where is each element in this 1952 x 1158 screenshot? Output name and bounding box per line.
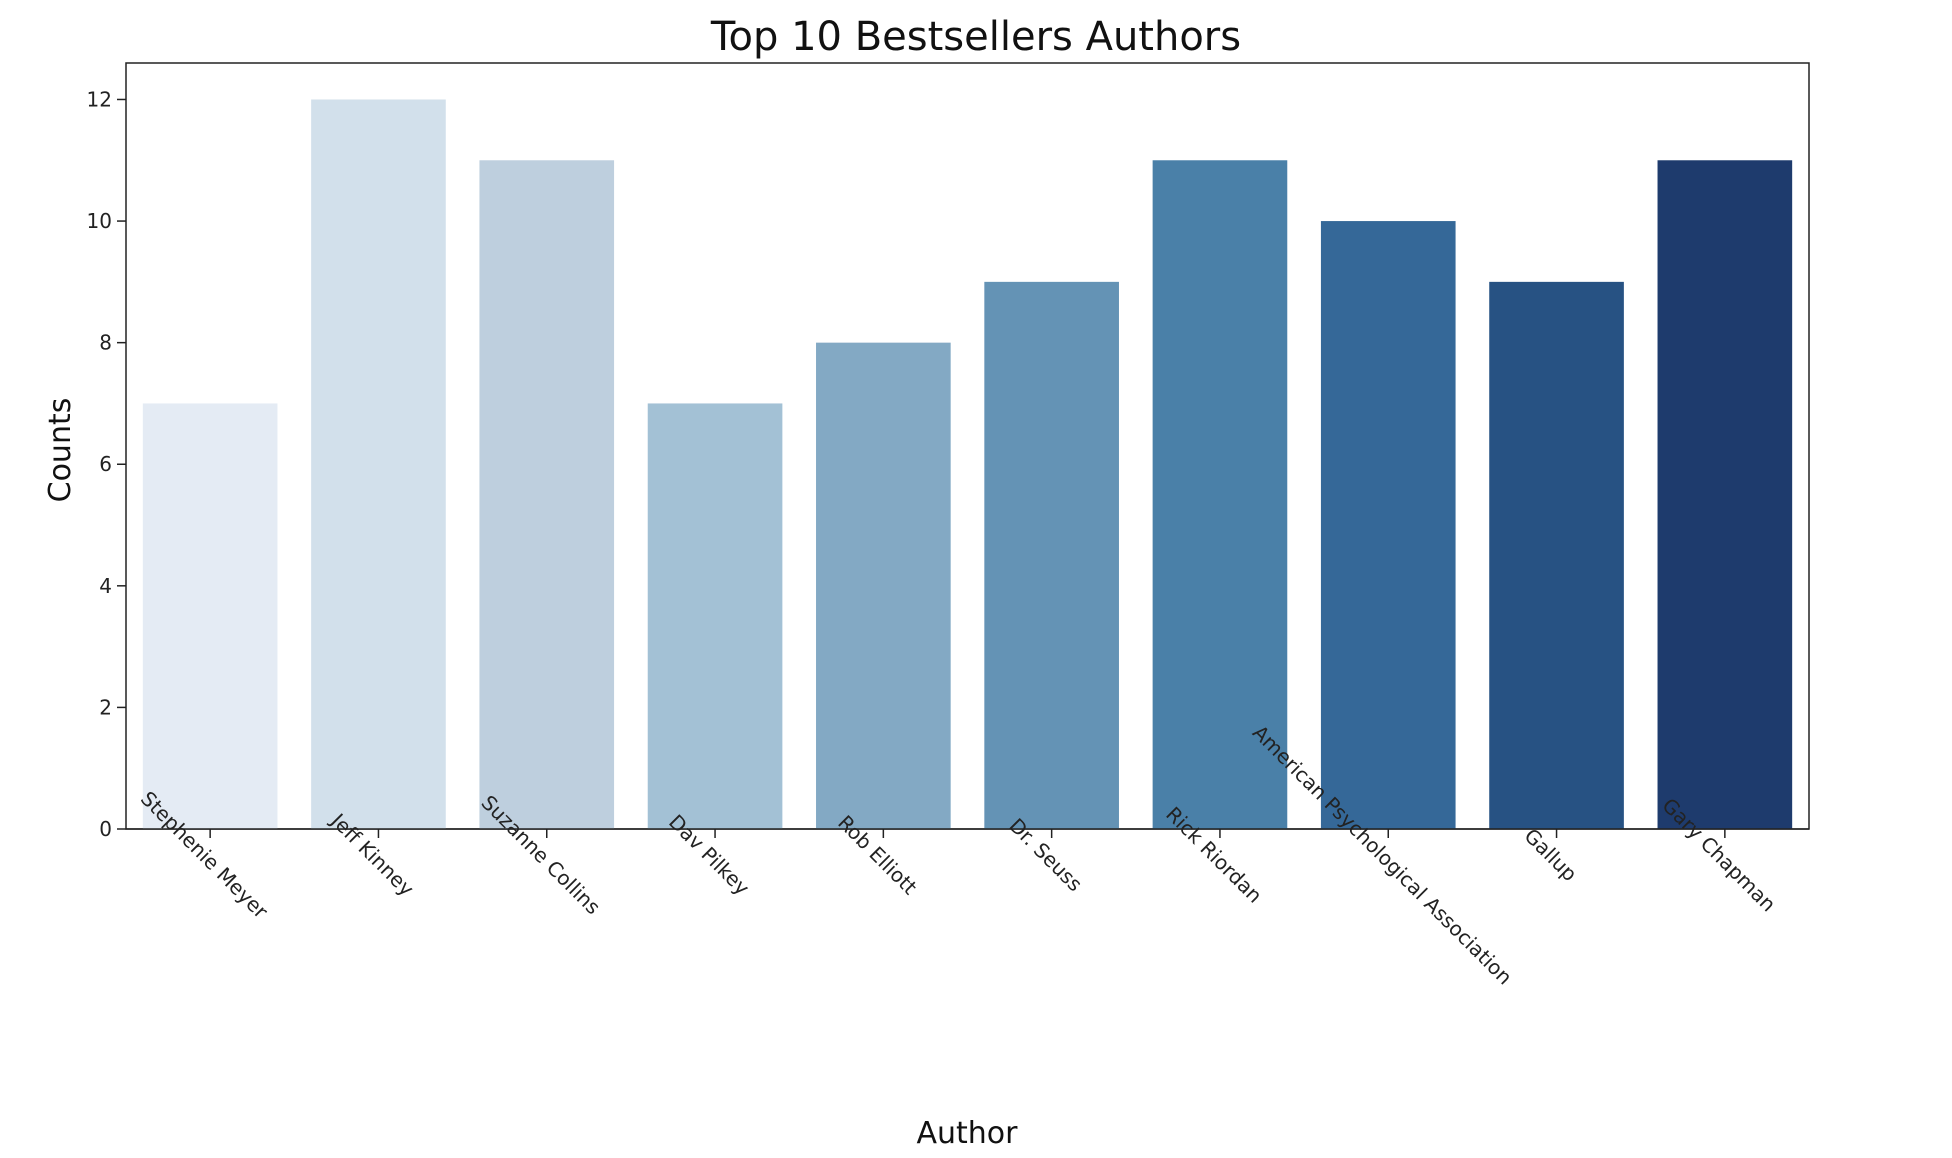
- y-tick-label: 2: [99, 695, 112, 719]
- y-axis-label: Counts: [43, 398, 78, 503]
- y-tick-label: 0: [99, 817, 112, 841]
- y-axis: 0 2 4 6 8 10 12: [87, 87, 126, 841]
- bar-rob-elliott: [816, 342, 951, 829]
- y-tick-label: 10: [87, 209, 112, 233]
- x-tick-label: Gallup: [1520, 824, 1582, 886]
- bar-gary-chapman: [1657, 160, 1793, 829]
- y-tick-label: 12: [87, 87, 112, 111]
- bar-stephenie-meyer: [142, 403, 278, 829]
- bar-rick-riordan: [1152, 160, 1288, 829]
- y-tick-label: 6: [99, 452, 112, 476]
- bar-dr-seuss: [984, 281, 1119, 829]
- x-axis-label: Author: [916, 1116, 1018, 1151]
- bar-gallup: [1489, 281, 1624, 829]
- bar-dav-pilkey: [647, 403, 783, 829]
- bars: [142, 99, 1793, 830]
- y-tick-label: 4: [99, 574, 112, 598]
- bar-suzanne-collins: [479, 160, 615, 829]
- bar-american-psychological-association: [1320, 221, 1456, 830]
- chart-title: Top 10 Bestsellers Authors: [710, 14, 1241, 60]
- bar-jeff-kinney: [311, 99, 446, 829]
- y-tick-label: 8: [99, 331, 112, 355]
